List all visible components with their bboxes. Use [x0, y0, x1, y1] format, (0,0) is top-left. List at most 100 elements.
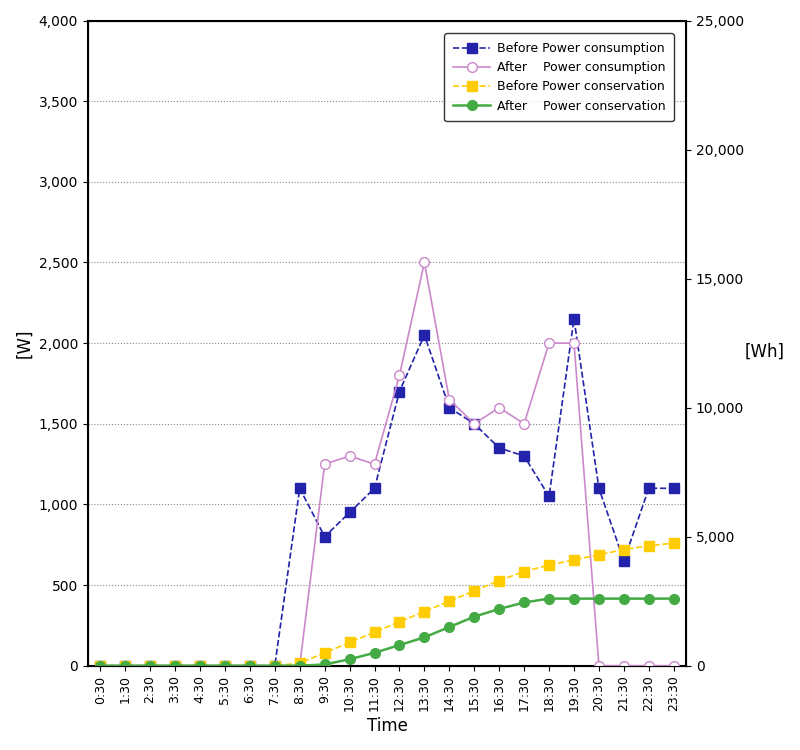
After    Power consumption	[320, 460, 330, 469]
Before Power conservation	[419, 607, 429, 616]
After    Power conservation	[146, 662, 155, 670]
Before Power consumption	[470, 419, 479, 428]
Y-axis label: [Wh]: [Wh]	[745, 343, 785, 361]
Before Power consumption	[95, 662, 105, 670]
After    Power conservation	[394, 640, 404, 650]
Before Power conservation	[245, 662, 254, 670]
Before Power consumption	[544, 492, 554, 501]
Before Power conservation	[669, 538, 678, 548]
After    Power conservation	[345, 655, 354, 664]
After    Power consumption	[669, 662, 678, 670]
Before Power conservation	[370, 628, 379, 637]
Before Power conservation	[544, 560, 554, 569]
After    Power conservation	[619, 594, 629, 603]
Before Power consumption	[195, 662, 205, 670]
Before Power conservation	[146, 662, 155, 670]
After    Power consumption	[345, 452, 354, 460]
Before Power conservation	[220, 662, 230, 670]
Line: Before Power conservation: Before Power conservation	[95, 538, 678, 670]
Before Power consumption	[345, 508, 354, 517]
Before Power conservation	[470, 586, 479, 596]
After    Power conservation	[644, 594, 654, 603]
After    Power conservation	[445, 622, 454, 632]
After    Power consumption	[195, 662, 205, 670]
Before Power conservation	[445, 597, 454, 606]
X-axis label: Time: Time	[366, 717, 407, 735]
After    Power conservation	[594, 594, 604, 603]
Before Power conservation	[120, 662, 130, 670]
Before Power consumption	[295, 484, 305, 493]
After    Power consumption	[394, 370, 404, 380]
Before Power consumption	[120, 662, 130, 670]
Before Power conservation	[569, 556, 578, 565]
After    Power consumption	[146, 662, 155, 670]
Before Power consumption	[146, 662, 155, 670]
Before Power conservation	[270, 662, 279, 670]
After    Power consumption	[519, 419, 529, 428]
After    Power consumption	[569, 338, 578, 347]
Before Power conservation	[345, 638, 354, 647]
Before Power conservation	[644, 542, 654, 550]
After    Power consumption	[594, 662, 604, 670]
After    Power conservation	[569, 594, 578, 603]
After    Power consumption	[270, 662, 279, 670]
After    Power consumption	[619, 662, 629, 670]
After    Power consumption	[170, 662, 180, 670]
Before Power consumption	[494, 443, 504, 452]
Before Power consumption	[619, 556, 629, 566]
Before Power conservation	[195, 662, 205, 670]
Legend: Before Power consumption, After    Power consumption, Before Power conservation,: Before Power consumption, After Power co…	[444, 33, 674, 122]
After    Power consumption	[245, 662, 254, 670]
Y-axis label: [W]: [W]	[15, 328, 33, 358]
Before Power conservation	[519, 567, 529, 576]
Before Power conservation	[95, 662, 105, 670]
Before Power consumption	[320, 532, 330, 542]
After    Power conservation	[419, 633, 429, 642]
Before Power conservation	[170, 662, 180, 670]
After    Power conservation	[220, 662, 230, 670]
Before Power consumption	[220, 662, 230, 670]
After    Power conservation	[669, 594, 678, 603]
Before Power conservation	[594, 550, 604, 560]
After    Power conservation	[195, 662, 205, 670]
Before Power consumption	[569, 314, 578, 323]
Before Power conservation	[320, 648, 330, 657]
After    Power conservation	[295, 662, 305, 670]
Before Power conservation	[494, 576, 504, 585]
Before Power consumption	[519, 452, 529, 460]
After    Power consumption	[494, 404, 504, 412]
Before Power conservation	[295, 658, 305, 668]
After    Power consumption	[120, 662, 130, 670]
After    Power consumption	[370, 460, 379, 469]
After    Power conservation	[170, 662, 180, 670]
After    Power conservation	[95, 662, 105, 670]
After    Power consumption	[295, 662, 305, 670]
Before Power consumption	[370, 484, 379, 493]
After    Power consumption	[470, 419, 479, 428]
Before Power conservation	[394, 617, 404, 626]
After    Power conservation	[544, 594, 554, 603]
After    Power conservation	[470, 612, 479, 621]
Line: After    Power conservation: After Power conservation	[95, 594, 678, 670]
Before Power consumption	[669, 484, 678, 493]
After    Power conservation	[270, 662, 279, 670]
Before Power consumption	[270, 662, 279, 670]
After    Power consumption	[644, 662, 654, 670]
After    Power consumption	[445, 395, 454, 404]
Before Power consumption	[170, 662, 180, 670]
Before Power consumption	[594, 484, 604, 493]
After    Power conservation	[519, 598, 529, 607]
Line: Before Power consumption: Before Power consumption	[95, 314, 678, 670]
Line: After    Power consumption: After Power consumption	[95, 257, 678, 670]
Before Power consumption	[419, 331, 429, 340]
After    Power conservation	[320, 660, 330, 669]
After    Power conservation	[245, 662, 254, 670]
After    Power conservation	[370, 648, 379, 657]
After    Power consumption	[544, 338, 554, 347]
After    Power consumption	[419, 258, 429, 267]
Before Power consumption	[245, 662, 254, 670]
Before Power consumption	[644, 484, 654, 493]
After    Power consumption	[95, 662, 105, 670]
Before Power consumption	[394, 387, 404, 396]
Before Power conservation	[619, 545, 629, 554]
